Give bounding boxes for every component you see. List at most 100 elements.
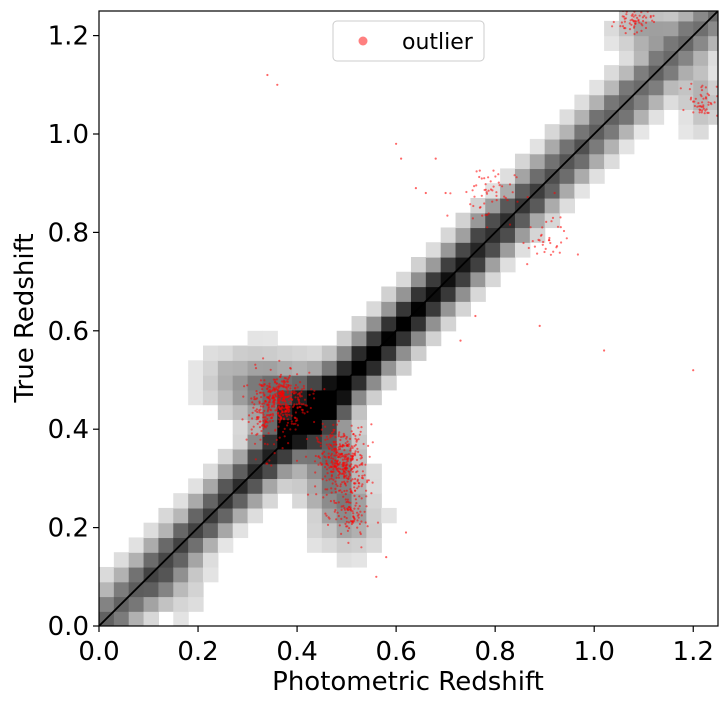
outlier-point <box>346 480 349 483</box>
density-cell <box>173 522 189 539</box>
outlier-point <box>273 452 276 455</box>
outlier-point <box>281 411 284 414</box>
outlier-point <box>280 406 283 409</box>
outlier-point <box>294 391 297 394</box>
outlier-point <box>328 447 331 450</box>
outlier-point <box>332 457 335 460</box>
outlier-point <box>264 420 267 423</box>
outlier-point <box>320 428 323 431</box>
density-cell <box>232 434 249 450</box>
outlier-point <box>337 433 340 436</box>
outlier-point <box>562 229 566 233</box>
outlier-point <box>480 177 483 180</box>
outlier-point <box>576 253 580 256</box>
density-cell <box>396 360 412 376</box>
outlier-point <box>354 443 357 446</box>
outlier-point <box>370 423 373 426</box>
outlier-point <box>259 420 262 423</box>
outlier-point <box>248 414 251 417</box>
y-tick-label: 1.2 <box>48 22 89 52</box>
outlier-point <box>526 196 529 199</box>
density-cell <box>559 168 575 184</box>
outlier-point <box>286 424 289 427</box>
density-cell <box>143 537 160 553</box>
outlier-point <box>346 525 349 528</box>
outlier-point <box>339 467 342 471</box>
density-cell <box>366 507 382 524</box>
outlier-point <box>358 433 361 436</box>
outlier-point <box>286 380 289 383</box>
outlier-point <box>335 476 338 479</box>
outlier-point <box>259 405 262 408</box>
density-cell <box>202 389 219 406</box>
outlier-point <box>679 87 682 90</box>
density-cell <box>262 404 278 420</box>
outlier-point <box>354 477 357 480</box>
density-cell <box>544 153 561 170</box>
outlier-point <box>349 469 353 472</box>
outlier-point <box>255 408 258 411</box>
outlier-point <box>285 415 288 418</box>
density-cell <box>202 478 219 494</box>
outlier-point <box>271 419 274 423</box>
outlier-point <box>282 381 285 384</box>
density-cell <box>351 330 368 347</box>
outlier-point <box>351 510 354 513</box>
outlier-point <box>354 504 357 507</box>
outlier-point <box>260 411 263 414</box>
outlier-point <box>331 461 334 464</box>
outlier-point <box>633 32 636 36</box>
outlier-point <box>284 402 288 405</box>
outlier-point <box>341 458 344 461</box>
density-cell <box>306 434 323 450</box>
outlier-point <box>340 532 343 536</box>
outlier-point <box>365 505 368 508</box>
outlier-point <box>367 479 370 482</box>
density-cell <box>158 566 174 583</box>
outlier-point <box>486 213 489 217</box>
outlier-point <box>321 478 324 481</box>
outlier-point <box>351 455 354 458</box>
density-cell <box>292 404 308 420</box>
outlier-point <box>495 191 498 194</box>
outlier-point <box>623 20 627 23</box>
outlier-point <box>339 456 342 459</box>
outlier-point <box>498 184 501 187</box>
outlier-point <box>340 491 343 494</box>
outlier-points <box>241 11 718 578</box>
outlier-point <box>346 459 349 463</box>
outlier-point <box>474 314 477 318</box>
outlier-point <box>345 461 348 464</box>
outlier-point <box>335 501 338 505</box>
outlier-point <box>334 459 337 462</box>
outlier-point <box>286 405 290 408</box>
outlier-point <box>327 516 330 519</box>
outlier-point <box>349 459 353 462</box>
outlier-point <box>302 384 305 388</box>
outlier-point <box>282 385 285 389</box>
outlier-point <box>286 418 290 421</box>
density-cell <box>247 507 264 524</box>
density-cell <box>336 360 353 376</box>
outlier-point <box>700 95 703 98</box>
outlier-point <box>354 434 357 437</box>
density-cell <box>500 183 516 199</box>
density-cell <box>633 94 650 110</box>
outlier-point <box>335 449 338 452</box>
outlier-point <box>503 195 506 198</box>
outlier-point <box>301 411 304 414</box>
outlier-point <box>459 339 462 342</box>
outlier-point <box>261 424 264 427</box>
density-cell <box>440 316 457 332</box>
density-cell <box>158 581 174 598</box>
outlier-point <box>522 241 525 245</box>
outlier-point <box>325 463 328 466</box>
outlier-point <box>357 513 360 516</box>
outlier-point <box>628 28 632 31</box>
outlier-point <box>370 492 373 495</box>
outlier-point <box>277 425 280 428</box>
outlier-point <box>352 433 355 436</box>
density-cell <box>351 537 368 553</box>
outlier-point <box>343 456 346 459</box>
